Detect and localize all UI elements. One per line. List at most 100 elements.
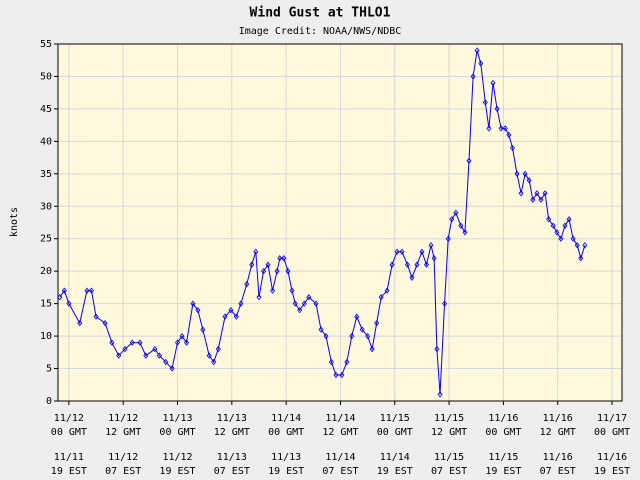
data-point [582,242,588,249]
x-tick-time-est: 19 EST [377,466,413,477]
x-tick-date-est: 11/15 [488,452,518,463]
x-tick-time: 00 GMT [268,427,304,438]
data-point [116,352,122,359]
data-point [195,306,201,314]
data-point [260,268,267,275]
data-point [458,222,464,229]
data-point [184,339,190,346]
data-point [546,216,552,223]
data-point [478,60,484,67]
data-point [482,99,488,106]
data-point [518,190,524,197]
data-point [530,196,536,203]
data-point [233,313,239,320]
data-point [419,248,425,255]
data-point [143,352,149,359]
x-tick-label: 11/17 [597,413,627,424]
data-point [313,300,319,307]
x-tick-time: 00 GMT [377,427,413,438]
x-tick-time: 12 GMT [540,427,576,438]
data-point [328,358,334,366]
y-tick-label: 20 [40,266,52,277]
x-tick-date-est: 11/13 [271,452,301,463]
x-tick-time-est: 19 EST [594,466,630,477]
x-tick-time-est: 07 EST [540,466,576,477]
data-point [514,170,520,177]
x-tick-label: 11/13 [217,413,247,424]
x-tick-label: 11/12 [54,413,84,424]
data-point [554,229,560,236]
data-point [445,235,451,242]
data-point [156,352,162,359]
data-point [339,371,345,379]
data-point [238,300,244,307]
data-point [389,261,395,268]
x-tick-date-est: 11/14 [325,452,355,463]
x-tick-date-est: 11/12 [162,452,192,463]
x-tick-date-est: 11/11 [54,452,84,463]
x-tick-date-est: 11/15 [434,452,464,463]
data-point [88,287,95,294]
data-point [566,216,572,223]
data-point [274,268,280,275]
x-tick-label: 11/14 [271,413,301,424]
data-point [281,255,287,262]
x-tick-time: 12 GMT [214,427,250,438]
x-tick-label: 11/14 [325,413,355,424]
x-tick-time-est: 07 EST [214,466,250,477]
data-point [394,248,400,255]
data-point [200,326,206,333]
data-point [354,313,360,320]
y-axis-label: knots [9,207,20,237]
data-point [244,281,250,288]
data-point [109,339,115,346]
data-point [437,391,443,398]
data-point [506,131,512,139]
data-point [102,319,108,327]
x-tick-time-est: 19 EST [51,466,87,477]
data-point [179,332,185,340]
x-tick-date-est: 11/16 [543,452,573,463]
x-tick-label: 11/13 [162,413,192,424]
x-tick-time-est: 07 EST [322,466,358,477]
data-point [318,326,324,333]
x-tick-time: 12 GMT [431,427,467,438]
data-point [384,287,390,294]
data-point [344,358,350,366]
data-point [277,255,283,262]
y-tick-label: 25 [40,234,52,245]
y-tick-label: 55 [40,39,52,50]
data-point [434,345,440,353]
y-tick-label: 15 [40,299,52,310]
data-point [498,125,504,132]
data-point [265,261,271,268]
data-point [285,268,291,275]
data-point [129,339,135,346]
x-tick-time-est: 19 EST [485,466,521,477]
data-point [428,242,434,249]
data-point [174,339,181,346]
x-tick-date-est: 11/14 [380,452,410,463]
data-point [333,371,339,379]
x-tick-time: 00 GMT [594,427,630,438]
data-point [365,332,371,340]
data-point [490,79,496,87]
chart-subtitle: Image Credit: NOAA/NWS/NDBC [239,26,402,37]
data-point [292,300,298,307]
data-point [61,287,67,294]
x-tick-time-est: 07 EST [105,466,141,477]
data-point [297,306,303,314]
data-point [431,255,437,262]
x-tick-label: 11/16 [543,413,573,424]
data-point [522,170,528,177]
x-tick-date-est: 11/12 [108,452,138,463]
data-point [442,300,448,307]
data-point [270,287,276,294]
x-tick-label: 11/12 [108,413,138,424]
data-point [253,248,259,255]
data-point [349,332,355,340]
data-point [470,73,476,80]
x-tick-time-est: 19 EST [159,466,195,477]
data-point [374,319,380,327]
data-point [574,242,580,249]
